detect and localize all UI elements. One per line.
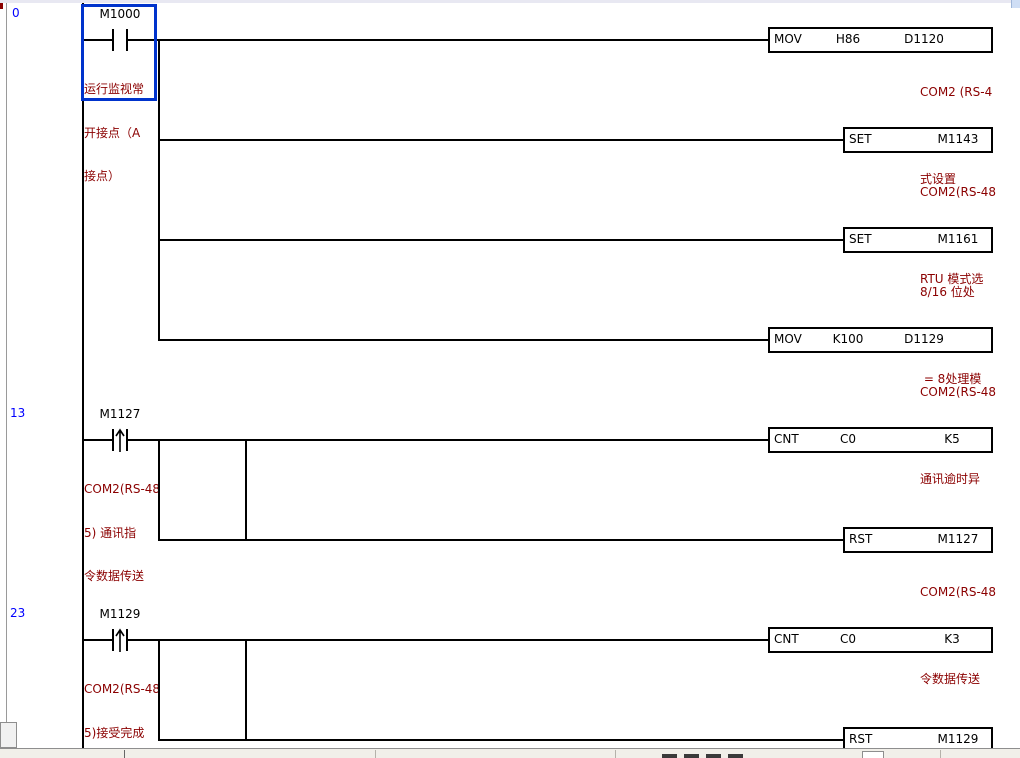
contact-m1129[interactable] — [126, 629, 128, 651]
clipped-text-fragment — [662, 754, 677, 758]
comment-line: = 8处理模 — [920, 372, 982, 386]
comment-line: 5)接受完成 — [84, 725, 145, 740]
wire — [160, 239, 843, 241]
left-edge-mark — [0, 3, 3, 9]
block-operand: K5 — [944, 432, 960, 446]
selection-highlight — [81, 4, 157, 101]
left-power-rail — [82, 3, 84, 748]
clipped-text-fragment — [706, 754, 721, 758]
rung-number: 13 — [10, 406, 26, 420]
comment-line: 运行监视常 — [84, 82, 145, 96]
comment-line: RTU 模式选 — [920, 272, 984, 286]
branch-line — [245, 639, 247, 741]
contact-m1000[interactable] — [112, 29, 114, 51]
contact-comment: COM2(RS-48 5)接受完成 — [84, 653, 160, 758]
wire — [160, 539, 843, 541]
comment-line: COM2(RS-48 — [84, 482, 161, 496]
block-operand: C0 — [839, 632, 857, 646]
wire — [160, 739, 843, 741]
divider — [615, 750, 616, 758]
comment-line: 式设置 — [920, 172, 957, 186]
instruction-block-set[interactable]: SET M1161 — [843, 227, 993, 253]
branch-line — [158, 39, 160, 341]
contact-label: M1127 — [99, 407, 141, 421]
panel-splitter[interactable] — [6, 3, 7, 748]
clipped-text-fragment — [684, 754, 699, 758]
divider — [124, 750, 125, 758]
comment-line: COM2(RS-48 — [920, 585, 997, 599]
wire — [128, 439, 768, 441]
contact-label: M1000 — [99, 7, 141, 21]
instruction-block-mov[interactable]: MOV H86 D1120 — [768, 27, 993, 53]
comment-line: 接点） — [84, 169, 121, 183]
block-op: CNT — [774, 632, 799, 646]
bottom-clipped-bar — [0, 748, 1020, 758]
comment-line: COM2 (RS-4 — [920, 85, 993, 99]
wire — [160, 139, 843, 141]
block-op: SET — [849, 132, 872, 146]
wire — [84, 439, 112, 441]
comment-line: 令数据传送 — [84, 569, 145, 583]
branch-line — [158, 439, 160, 541]
comment-line: COM2(RS-48 — [920, 385, 997, 399]
block-operand: D1120 — [904, 32, 944, 46]
contact-comment: 运行监视常 开接点（A 接点） — [84, 53, 144, 213]
wire — [128, 639, 768, 641]
block-operand: K3 — [944, 632, 960, 646]
block-operand: M1143 — [937, 132, 979, 146]
branch-line — [245, 439, 247, 541]
block-op: RST — [849, 532, 873, 546]
block-operand: H86 — [835, 32, 861, 46]
divider — [940, 750, 941, 758]
comment-line: COM2(RS-48 — [920, 185, 997, 199]
block-op: MOV — [774, 32, 802, 46]
comment-line: 8/16 位处 — [920, 285, 975, 299]
block-op: SET — [849, 232, 872, 246]
vertical-scrollbar-remnant[interactable] — [1011, 0, 1020, 8]
instruction-block-cnt[interactable]: CNT C0 K5 — [768, 427, 993, 453]
block-op: MOV — [774, 332, 802, 346]
comment-line: 5) 通讯指 — [84, 525, 137, 540]
branch-line — [158, 639, 160, 741]
divider — [375, 750, 376, 758]
instruction-block-set[interactable]: SET M1143 — [843, 127, 993, 153]
scrollbar-corner-box[interactable] — [0, 722, 17, 748]
instruction-block-mov[interactable]: MOV K100 D1129 — [768, 327, 993, 353]
block-operand: K100 — [832, 332, 864, 346]
rung-number: 0 — [12, 6, 20, 20]
wire — [160, 339, 768, 341]
contact-m1000[interactable] — [126, 29, 128, 51]
block-operand: M1129 — [937, 732, 979, 746]
comment-line: 通讯逾时异 — [920, 472, 981, 486]
block-op: RST — [849, 732, 873, 746]
contact-m1127[interactable] — [126, 429, 128, 451]
contact-m1127[interactable] — [112, 429, 114, 451]
block-op: CNT — [774, 432, 799, 446]
block-operand: M1127 — [937, 532, 979, 546]
wire — [128, 39, 768, 41]
wire — [84, 639, 112, 641]
clipped-text-fragment — [728, 754, 743, 758]
rung-number: 23 — [10, 606, 26, 620]
block-operand: M1161 — [937, 232, 979, 246]
wire — [84, 39, 112, 41]
scrollbar-thumb[interactable] — [862, 751, 884, 758]
rising-edge-arrow-icon — [115, 428, 125, 452]
comment-line: 开接点（A — [84, 125, 141, 140]
toolbar-bottom-edge — [0, 0, 1020, 3]
comment-line: 令数据传送 — [920, 672, 981, 686]
block-operand: C0 — [839, 432, 857, 446]
rising-edge-arrow-icon — [115, 628, 125, 652]
contact-label: M1129 — [99, 607, 141, 621]
comment-line: COM2(RS-48 — [84, 682, 161, 696]
block-operand: D1129 — [904, 332, 944, 346]
instruction-block-rst[interactable]: RST M1127 — [843, 527, 993, 553]
contact-comment: COM2(RS-48 5) 通讯指 令数据传送 — [84, 453, 160, 613]
contact-m1129[interactable] — [112, 629, 114, 651]
instruction-block-cnt[interactable]: CNT C0 K3 — [768, 627, 993, 653]
